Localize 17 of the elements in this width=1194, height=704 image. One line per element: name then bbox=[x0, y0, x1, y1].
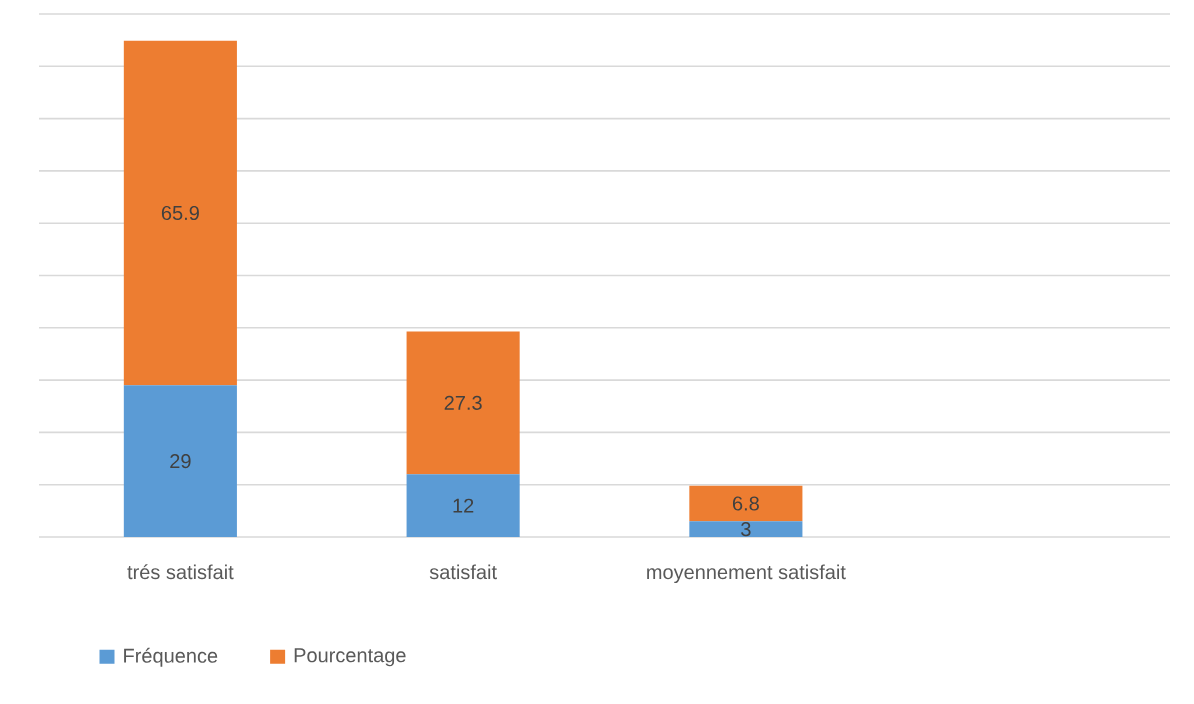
bar bbox=[406, 474, 520, 537]
legend-label: Fréquence bbox=[124, 647, 218, 667]
bar bbox=[689, 521, 803, 537]
bar bbox=[406, 331, 520, 475]
data-label: 12 bbox=[453, 498, 474, 513]
bar bbox=[689, 485, 803, 522]
data-label: 6.8 bbox=[732, 496, 759, 511]
x-tick-label: moyennement satisfait bbox=[647, 564, 846, 584]
data-label: 29 bbox=[170, 454, 191, 469]
data-label: 3 bbox=[741, 522, 751, 537]
bar bbox=[123, 385, 237, 537]
x-tick-label: trés satisfait bbox=[127, 564, 234, 580]
legend-label: Pourcentage bbox=[294, 648, 406, 667]
bar bbox=[123, 40, 237, 386]
x-tick-label: satisfait bbox=[429, 564, 497, 580]
data-label: 65.9 bbox=[161, 205, 199, 221]
data-label: 27.3 bbox=[444, 395, 482, 410]
